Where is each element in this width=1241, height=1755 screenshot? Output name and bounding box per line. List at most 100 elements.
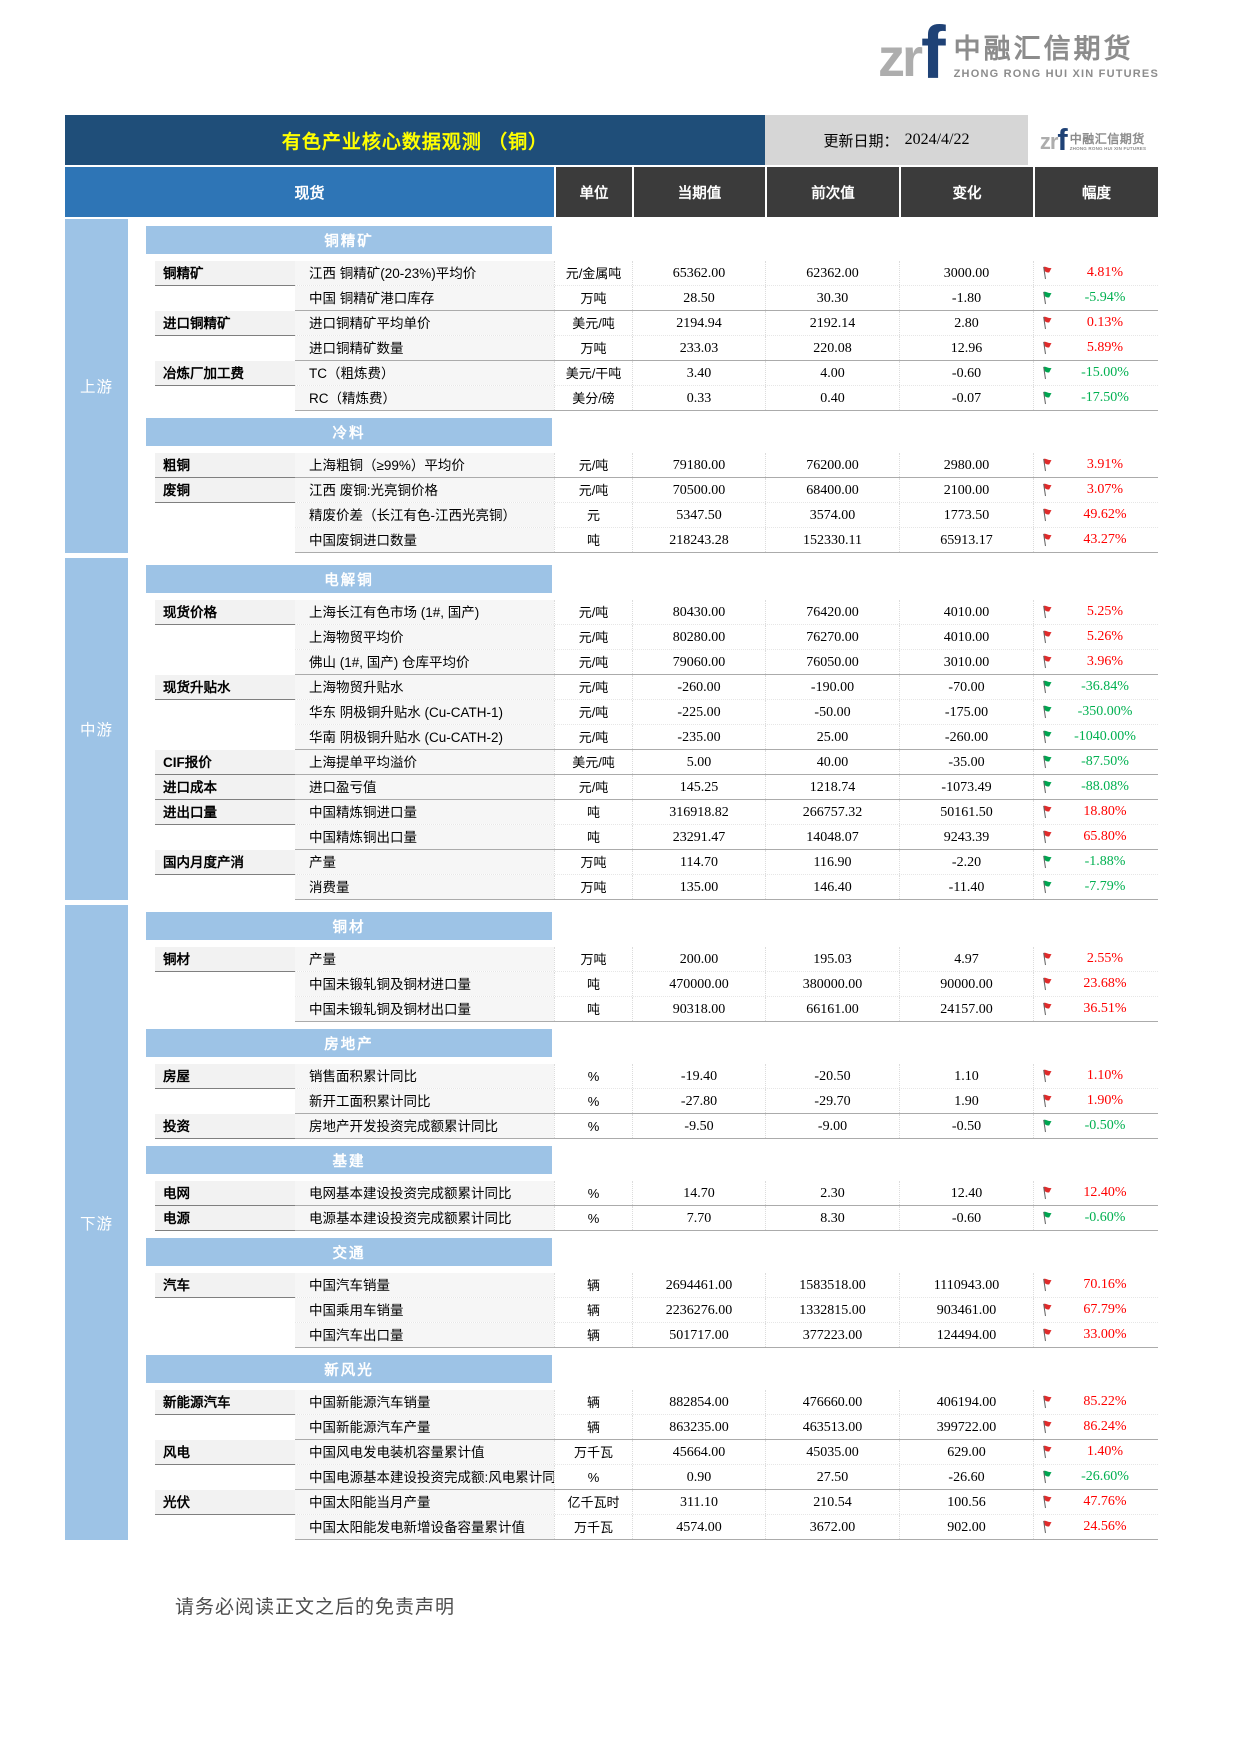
table-row: 新开工面积累计同比 % -27.80 -29.70 1.90 1.90%: [130, 1089, 1158, 1114]
row-right: 华南 阴极铜升贴水 (Cu-CATH-2) 元/吨 -235.00 25.00 …: [295, 725, 1158, 750]
flag-wrap: [1034, 805, 1060, 819]
row-right: 江西 铜精矿(20-23%)平均价 元/金属吨 65362.00 62362.0…: [295, 261, 1158, 286]
row-pct-zone: 70.16%: [1033, 1273, 1158, 1297]
row-change: 406194.00: [899, 1390, 1033, 1414]
row-current: 4574.00: [632, 1515, 765, 1539]
row-current: 5.00: [632, 750, 765, 774]
trend-flag-icon: [1043, 1303, 1052, 1317]
row-change: -0.07: [899, 386, 1033, 410]
table-row: 华南 阴极铜升贴水 (Cu-CATH-2) 元/吨 -235.00 25.00 …: [130, 725, 1158, 750]
row-pct-zone: 47.76%: [1033, 1490, 1158, 1514]
table-body: 上游 铜精矿 铜精矿 江西 铜精矿(20-23%)平均价 元/金属吨 65362…: [65, 219, 1158, 1540]
row-unit: 元/吨: [554, 600, 632, 624]
flag-wrap: [1034, 1445, 1060, 1459]
row-desc: RC（精炼费）: [295, 386, 554, 410]
row-current: 501717.00: [632, 1323, 765, 1347]
section-block: 冷料 粗铜 上海粗铜（≥99%）平均价 元/吨 79180.00 76200.0…: [130, 418, 1158, 553]
trend-flag-icon: [1043, 1094, 1052, 1108]
flag-wrap: [1034, 391, 1060, 405]
row-right: 佛山 (1#, 国产) 仓库平均价 元/吨 79060.00 76050.00 …: [295, 650, 1158, 675]
row-previous: 76270.00: [765, 625, 899, 649]
disclaimer-text: 请务必阅读正文之后的免责声明: [175, 1597, 456, 1618]
row-pct-zone: 1.10%: [1033, 1064, 1158, 1088]
row-current: 470000.00: [632, 972, 765, 996]
trend-flag-icon: [1043, 266, 1052, 280]
row-unit: 元/吨: [554, 453, 632, 477]
row-desc: 电源基本建设投资完成额累计同比: [295, 1206, 554, 1230]
row-pct: 5.26%: [1086, 629, 1124, 644]
row-pct-zone: -26.60%: [1033, 1465, 1158, 1489]
table-row: 现货升贴水 上海物贸升贴水 元/吨 -260.00 -190.00 -70.00…: [130, 675, 1158, 700]
row-previous: 68400.00: [765, 478, 899, 502]
table-row: 上海物贸平均价 元/吨 80280.00 76270.00 4010.00 5.…: [130, 625, 1158, 650]
flag-wrap: [1034, 730, 1060, 744]
trend-flag-icon: [1043, 977, 1052, 991]
row-change: -260.00: [899, 725, 1033, 749]
row-current: -225.00: [632, 700, 765, 724]
row-pct-zone: -0.50%: [1033, 1114, 1158, 1138]
row-pct-zone: -0.60%: [1033, 1206, 1158, 1230]
row-desc: 中国新能源汽车销量: [295, 1390, 554, 1414]
row-pct-zone: 18.80%: [1033, 800, 1158, 824]
row-change: 902.00: [899, 1515, 1033, 1539]
stage-content: 铜材 铜材 产量 万吨 200.00 195.03 4.97 2.55%: [130, 905, 1158, 1540]
row-right: 销售面积累计同比 % -19.40 -20.50 1.10 1.10%: [295, 1064, 1158, 1089]
row-desc: 上海提单平均溢价: [295, 750, 554, 774]
row-desc: 上海粗铜（≥99%）平均价: [295, 453, 554, 477]
row-unit: %: [554, 1064, 632, 1088]
row-category: [155, 503, 295, 528]
row-pct: 1.90%: [1086, 1093, 1124, 1108]
row-pct-zone: 0.13%: [1033, 311, 1158, 335]
row-current: 218243.28: [632, 528, 765, 552]
row-right: 中国乘用车销量 辆 2236276.00 1332815.00 903461.0…: [295, 1298, 1158, 1323]
row-previous: 76050.00: [765, 650, 899, 674]
table-row: 现货价格 上海长江有色市场 (1#, 国产) 元/吨 80430.00 7642…: [130, 600, 1158, 625]
row-previous: 62362.00: [765, 261, 899, 285]
row-pct-zone: 86.24%: [1033, 1415, 1158, 1439]
row-change: -0.60: [899, 1206, 1033, 1230]
row-change: 90000.00: [899, 972, 1033, 996]
row-change: -175.00: [899, 700, 1033, 724]
row-current: 90318.00: [632, 997, 765, 1021]
row-unit: 亿千瓦时: [554, 1490, 632, 1514]
row-pct: -26.60%: [1081, 1469, 1129, 1484]
row-category: [155, 286, 295, 311]
trend-flag-icon: [1043, 291, 1052, 305]
trend-flag-icon: [1043, 1278, 1052, 1292]
row-current: 79060.00: [632, 650, 765, 674]
row-previous: 14048.07: [765, 825, 899, 849]
trend-flag-icon: [1043, 1445, 1052, 1459]
row-previous: 210.54: [765, 1490, 899, 1514]
row-change: 3000.00: [899, 261, 1033, 285]
row-pct-zone: 23.68%: [1033, 972, 1158, 996]
row-category: 风电: [155, 1440, 295, 1465]
row-current: 233.03: [632, 336, 765, 360]
row-right: 中国未锻轧铜及铜材进口量 吨 470000.00 380000.00 90000…: [295, 972, 1158, 997]
row-previous: 3672.00: [765, 1515, 899, 1539]
row-previous: -29.70: [765, 1089, 899, 1113]
row-pct: 67.79%: [1083, 1302, 1127, 1317]
section-rows: 房屋 销售面积累计同比 % -19.40 -20.50 1.10 1.10% 新…: [130, 1064, 1158, 1139]
row-change: 12.96: [899, 336, 1033, 360]
row-pct: 86.24%: [1083, 1419, 1127, 1434]
section-block: 基建 电网 电网基本建设投资完成额累计同比 % 14.70 2.30 12.40…: [130, 1146, 1158, 1231]
row-current: 70500.00: [632, 478, 765, 502]
row-right: 精废价差（长江有色-江西光亮铜） 元 5347.50 3574.00 1773.…: [295, 503, 1158, 528]
row-category: [155, 1323, 295, 1348]
trend-flag-icon: [1043, 508, 1052, 522]
row-unit: 吨: [554, 972, 632, 996]
column-pct: 幅度: [1033, 167, 1158, 217]
trend-flag-icon: [1043, 483, 1052, 497]
row-pct: 1.10%: [1086, 1068, 1124, 1083]
stage-label: 上游: [65, 219, 128, 553]
row-pct: -1040.00%: [1074, 729, 1136, 744]
row-unit: 万千瓦: [554, 1515, 632, 1539]
row-unit: 元/吨: [554, 700, 632, 724]
trend-flag-icon: [1043, 805, 1052, 819]
row-category: [155, 1298, 295, 1323]
section-block: 铜精矿 铜精矿 江西 铜精矿(20-23%)平均价 元/金属吨 65362.00…: [130, 226, 1158, 411]
row-desc: 新开工面积累计同比: [295, 1089, 554, 1113]
row-change: 1773.50: [899, 503, 1033, 527]
section-rows: 粗铜 上海粗铜（≥99%）平均价 元/吨 79180.00 76200.00 2…: [130, 453, 1158, 553]
row-pct: -15.00%: [1081, 365, 1129, 380]
